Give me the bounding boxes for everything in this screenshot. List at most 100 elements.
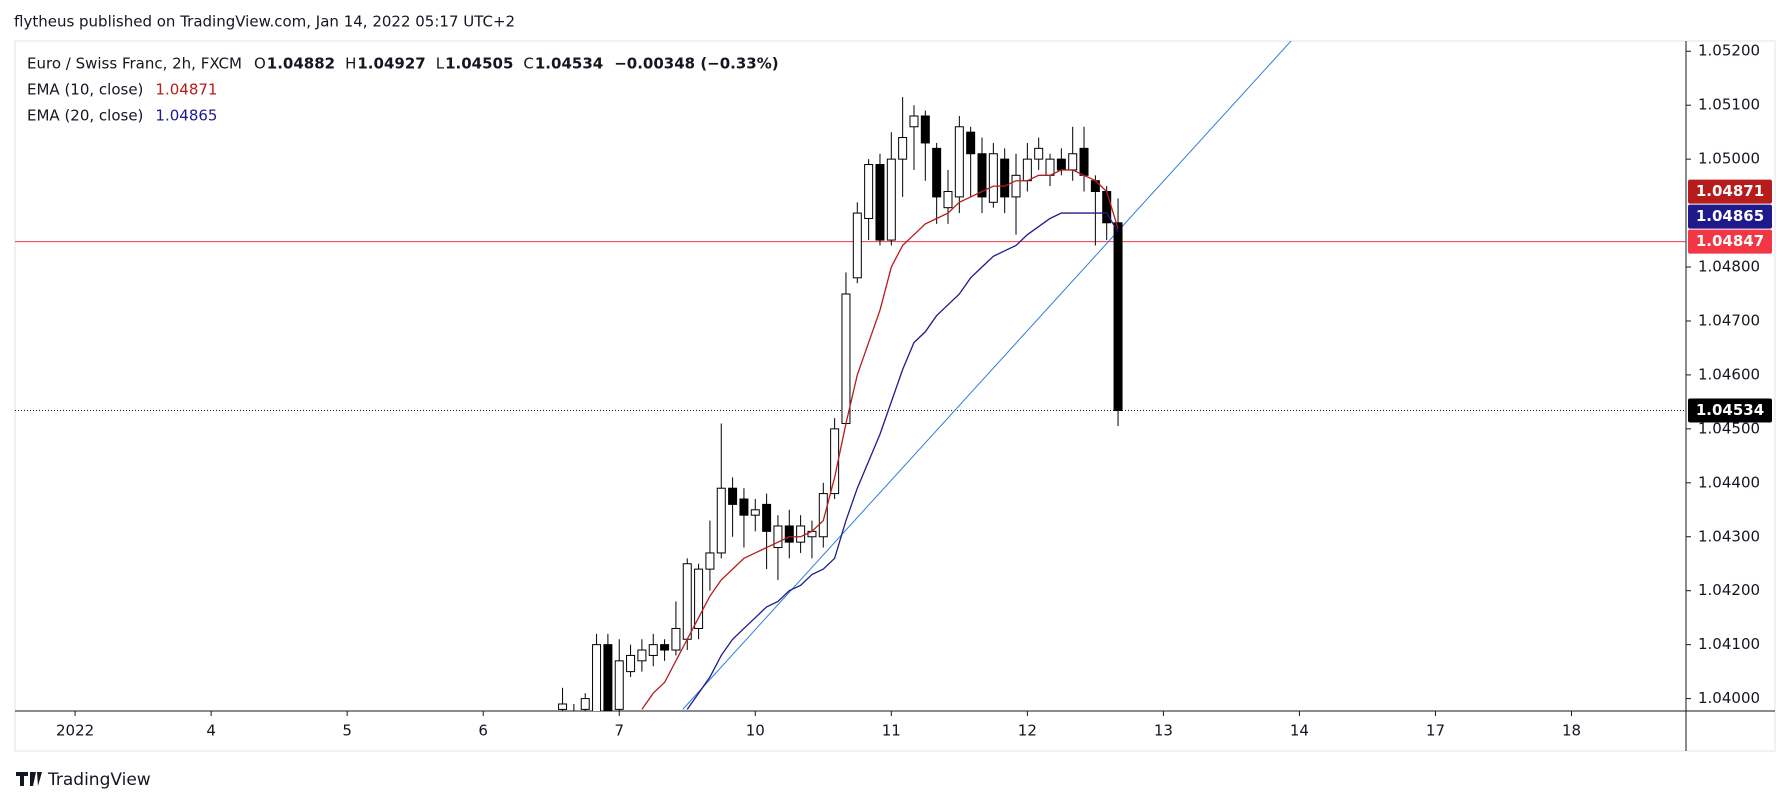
x-tick-label: 7	[614, 722, 624, 740]
candle-body	[626, 654, 636, 673]
legend-ohlc-value: 1.04927	[357, 55, 425, 73]
x-tick-label: 11	[882, 722, 901, 740]
candle-body	[818, 493, 828, 538]
plot	[15, 41, 1686, 720]
candle-body	[864, 164, 874, 219]
candle-body	[1068, 153, 1078, 171]
y-tick-label: 1.04800	[1698, 258, 1760, 276]
legend-series-name: EMA (20, close)	[27, 107, 143, 125]
legend: Euro / Swiss Franc, 2h, FXCM O 1.04882 H 1.0…	[27, 55, 779, 125]
legend-ohlc-value: −0.00348 (−0.33%)	[614, 55, 778, 73]
candle-body	[1090, 180, 1100, 193]
candle-body	[762, 503, 772, 532]
candle-body	[750, 509, 760, 516]
x-tick-label: 18	[1562, 722, 1581, 740]
candle-body	[671, 627, 681, 651]
x-tick-label: 4	[206, 722, 216, 740]
candle-body	[1113, 222, 1123, 412]
candle-body	[637, 649, 647, 662]
x-tick-label: 2022	[56, 722, 94, 740]
candle-body	[898, 137, 908, 160]
candle-body	[648, 644, 658, 656]
candle-body	[558, 703, 568, 710]
candle-body	[1079, 147, 1089, 176]
x-tick-label: 12	[1018, 722, 1037, 740]
candle-body	[716, 487, 726, 554]
legend-ohlc-label: O	[254, 55, 266, 73]
legend-ohlc-label: C	[523, 55, 533, 73]
price-tag-label: 1.04847	[1696, 232, 1764, 250]
candle-body	[773, 525, 783, 549]
candle-body	[603, 644, 613, 711]
candle-body	[1000, 158, 1010, 198]
candle-body	[988, 153, 998, 203]
price-tag-label: 1.04871	[1696, 182, 1764, 200]
publisher: flytheus published on TradingView.com, J…	[14, 13, 515, 31]
x-tick-label: 13	[1154, 722, 1173, 740]
legend-ohlc-value: 1.04534	[535, 55, 603, 73]
candle-body	[580, 698, 590, 710]
candle-body	[1034, 147, 1044, 160]
candle-body	[694, 568, 704, 629]
candle-body	[1056, 158, 1066, 171]
y-tick-label: 1.04400	[1698, 473, 1760, 491]
candle-body	[932, 147, 942, 198]
y-tick-label: 1.04200	[1698, 581, 1760, 599]
y-tick-label: 1.04700	[1698, 311, 1760, 329]
candle-body	[977, 153, 987, 198]
candle-body	[1022, 158, 1032, 182]
trendline	[682, 41, 1292, 710]
y-tick-label: 1.04100	[1698, 635, 1760, 653]
candle-body	[841, 293, 851, 424]
ema-line	[641, 169, 1119, 710]
x-tick-label: 17	[1426, 722, 1445, 740]
candle-body	[852, 212, 862, 279]
candle-body	[943, 191, 953, 209]
candle-body	[614, 660, 624, 710]
legend-ohlc-label: H	[345, 55, 356, 73]
y-tick-label: 1.05000	[1698, 150, 1760, 168]
legend-ohlc-label: L	[436, 55, 445, 73]
price-tag	[1688, 398, 1772, 423]
x-tick-label: 6	[478, 722, 488, 740]
candle-body	[705, 552, 715, 570]
candle-body	[728, 487, 738, 505]
candle-body	[592, 644, 602, 711]
y-tick-label: 1.05100	[1698, 96, 1760, 114]
y-tick-label: 1.04300	[1698, 527, 1760, 545]
candle-body	[886, 158, 896, 241]
legend-title: Euro / Swiss Franc, 2h, FXCM	[27, 55, 242, 73]
footer-brand: TradingView	[47, 770, 151, 790]
legend-series-value: 1.04871	[155, 81, 217, 99]
y-tick-label: 1.04500	[1698, 419, 1760, 437]
price-tag-label: 1.04534	[1696, 401, 1764, 419]
price-tag-label: 1.04865	[1696, 207, 1764, 225]
candle-body	[1011, 174, 1021, 198]
x-tick-label: 5	[342, 722, 352, 740]
candle-body	[796, 525, 806, 543]
logo-icon	[16, 772, 42, 786]
candle-body	[875, 164, 885, 241]
y-tick-label: 1.04600	[1698, 365, 1760, 383]
legend-ohlc-value: 1.04505	[445, 55, 513, 73]
ema-line	[686, 212, 1119, 710]
candle-body	[784, 525, 794, 543]
candle-body	[570, 715, 578, 720]
legend-ohlc-value: 1.04882	[267, 55, 335, 73]
candle-body	[1045, 158, 1055, 176]
legend-series-name: EMA (10, close)	[27, 81, 143, 99]
price-tag	[1688, 204, 1772, 229]
x-tick-label: 14	[1290, 722, 1309, 740]
legend-series-value: 1.04865	[155, 107, 217, 125]
candle-body	[682, 563, 692, 640]
candle-body	[739, 498, 749, 516]
candle-body	[966, 131, 976, 155]
price-tag	[1688, 229, 1772, 254]
candle-body	[954, 126, 964, 198]
x-tick-label: 10	[746, 722, 765, 740]
candle-body	[909, 115, 919, 128]
candle-body	[660, 644, 670, 651]
price-tag	[1688, 179, 1772, 204]
